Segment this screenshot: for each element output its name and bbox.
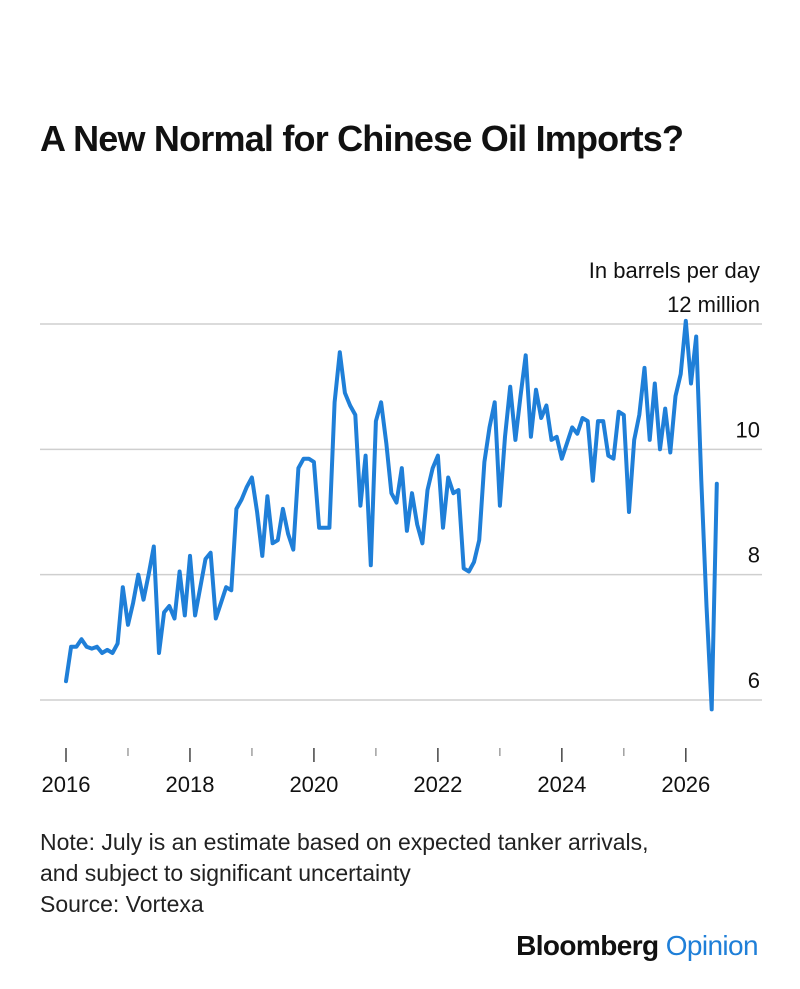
y-tick-label: 8 (748, 543, 760, 568)
gridlines (40, 323, 762, 701)
x-tick-label: 2020 (289, 772, 338, 797)
x-tick-label: 2024 (537, 772, 586, 797)
chart-title: A New Normal for Chinese Oil Imports? (40, 118, 684, 159)
y-tick-label: 6 (748, 668, 760, 693)
notes: Note: July is an estimate based on expec… (40, 827, 649, 920)
y-axis-labels: 12 million 10 8 6 (667, 292, 760, 693)
y-tick-label: 10 (736, 417, 760, 442)
brand-section: Opinion (665, 930, 759, 961)
source-note: Source: Vortexa (40, 891, 204, 917)
x-tick-label: 2016 (42, 772, 91, 797)
x-tick-label: 2018 (165, 772, 214, 797)
note-line-2: and subject to significant uncertainty (40, 860, 411, 886)
x-tick-label: 2022 (413, 772, 462, 797)
note-line-1: Note: July is an estimate based on expec… (40, 829, 649, 855)
x-axis: 2016 2018 2020 2022 2024 2026 (42, 748, 710, 797)
brand-logo: Bloomberg Opinion (516, 930, 758, 962)
y-tick-label: 12 million (667, 292, 760, 317)
x-tick-label: 2026 (661, 772, 710, 797)
brand-name: Bloomberg (516, 930, 659, 961)
series-line (64, 318, 719, 712)
unit-label: In barrels per day (589, 258, 760, 283)
